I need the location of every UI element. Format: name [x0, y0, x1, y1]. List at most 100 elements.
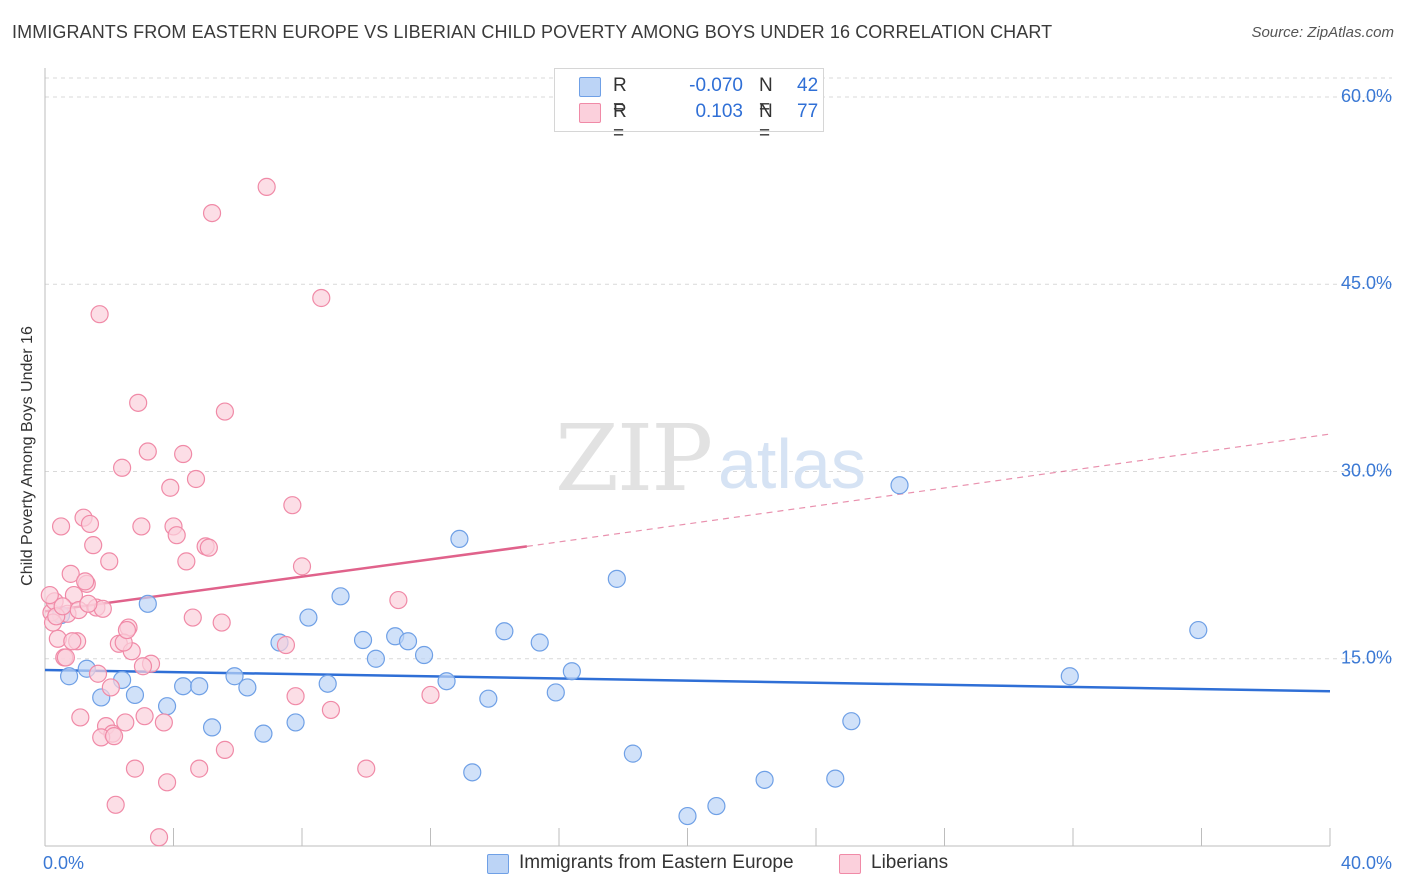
data-points: [40, 177, 1208, 847]
eastern-europe-trend-line: [44, 668, 1331, 693]
n-label: N =: [759, 75, 773, 118]
y-tick-label: 45.0%: [1341, 273, 1392, 293]
liberian-point: [283, 496, 302, 515]
liberian-point: [112, 458, 132, 477]
eastern-europe-point: [125, 685, 145, 705]
liberian-point: [135, 707, 154, 726]
eastern-europe-point: [238, 678, 257, 697]
x-tick-label: 0.0%: [43, 853, 84, 873]
eastern-europe-point: [826, 769, 845, 788]
liberian-point: [276, 635, 296, 655]
watermark-atlas: atlas: [718, 425, 866, 503]
liberian-point: [202, 203, 222, 223]
liberian-point: [80, 514, 100, 534]
chart-title: IMMIGRANTS FROM EASTERN EUROPE VS LIBERI…: [12, 22, 1053, 42]
eastern-europe-point: [495, 622, 514, 641]
eastern-europe-point: [842, 712, 861, 731]
eastern-europe-point: [414, 645, 434, 665]
liberian-point: [215, 740, 234, 759]
eastern-europe-point: [331, 587, 350, 606]
x-tick-label: 40.0%: [1341, 853, 1392, 873]
n-label: N =: [759, 101, 773, 144]
y-tick-label: 60.0%: [1341, 86, 1392, 106]
r-label: R =: [613, 75, 627, 118]
eastern-europe-point: [254, 724, 273, 743]
liberian-point: [190, 759, 209, 778]
liberian-point: [167, 526, 186, 545]
eastern-europe-point: [562, 662, 581, 681]
r-label: R =: [613, 101, 627, 144]
y-axis-label: Child Poverty Among Boys Under 16: [19, 326, 36, 586]
eastern-europe-point: [59, 667, 79, 686]
liberian-point: [106, 795, 125, 814]
liberian-point: [51, 517, 71, 536]
eastern-europe-point: [623, 744, 642, 763]
pink-swatch-icon: [839, 854, 861, 874]
eastern-europe-point: [479, 689, 498, 708]
blue-swatch-icon: [487, 854, 509, 874]
eastern-europe-point: [353, 630, 373, 650]
liberian-point: [100, 552, 119, 571]
eastern-europe-point: [607, 569, 626, 588]
liberian-point: [186, 469, 206, 489]
eastern-europe-point: [202, 718, 222, 737]
eastern-europe-point: [299, 608, 318, 627]
liberian-point: [174, 444, 193, 464]
eastern-europe-point: [398, 632, 418, 651]
blue-swatch-icon: [579, 77, 601, 97]
r-value: 0.103: [695, 101, 743, 122]
liberian-point: [183, 608, 202, 627]
liberian-point: [76, 572, 95, 591]
liberian-point: [88, 664, 108, 683]
liberian-point: [53, 597, 72, 616]
liberian-point: [321, 700, 341, 720]
eastern-europe-point: [755, 770, 774, 789]
liberian-point: [286, 687, 305, 706]
liberian-point: [129, 393, 148, 412]
liberian-point: [71, 708, 90, 727]
r-value: -0.070: [689, 75, 743, 96]
liberian-point: [84, 536, 103, 555]
correlation-legend: R = -0.070 N = 42 R = 0.103 N = 77: [554, 68, 824, 144]
pink-swatch-icon: [579, 103, 601, 123]
liberian-point: [40, 585, 59, 605]
liberian-point: [199, 538, 218, 557]
eastern-europe-point: [225, 667, 244, 686]
source-label: Source: ZipAtlas.com: [1251, 24, 1394, 41]
liberian-point: [61, 564, 80, 583]
trend-lines: [44, 433, 1331, 693]
eastern-europe-point: [190, 677, 209, 696]
liberian-point: [154, 713, 173, 732]
eastern-europe-point: [463, 763, 482, 782]
watermark-zip: ZIP: [555, 405, 711, 512]
liberian-point: [292, 557, 312, 576]
y-tick-label: 30.0%: [1341, 460, 1392, 480]
liberian-point: [149, 828, 169, 847]
liberian-point: [63, 632, 82, 651]
liberian-point: [117, 620, 137, 640]
eastern-europe-point: [318, 674, 337, 693]
liberian-point: [389, 590, 408, 610]
liberian-point: [421, 685, 440, 705]
liberian-point: [101, 678, 120, 697]
gridlines: [45, 77, 1392, 660]
liberian-point: [312, 288, 331, 308]
liberian-point: [257, 177, 276, 196]
eastern-europe-point: [546, 683, 565, 702]
watermark: ZIP atlas: [555, 405, 866, 512]
tick-labels: 15.0% 30.0% 45.0% 60.0% 0.0% 40.0%: [43, 86, 1392, 873]
legend-label: Liberians: [871, 852, 949, 873]
liberian-point: [212, 613, 231, 632]
eastern-europe-point: [174, 677, 193, 696]
liberian-point: [132, 517, 151, 536]
liberian-point: [161, 478, 180, 497]
eastern-europe-point: [437, 672, 456, 691]
liberian-point: [138, 442, 157, 461]
liberian-trend-line: [44, 545, 528, 613]
liberian-trend-line-extension: [526, 433, 1331, 547]
liberian-point: [79, 594, 98, 613]
n-value: 77: [797, 101, 819, 122]
eastern-europe-point: [138, 594, 157, 613]
eastern-europe-point: [707, 796, 726, 816]
liberian-point: [116, 713, 135, 732]
